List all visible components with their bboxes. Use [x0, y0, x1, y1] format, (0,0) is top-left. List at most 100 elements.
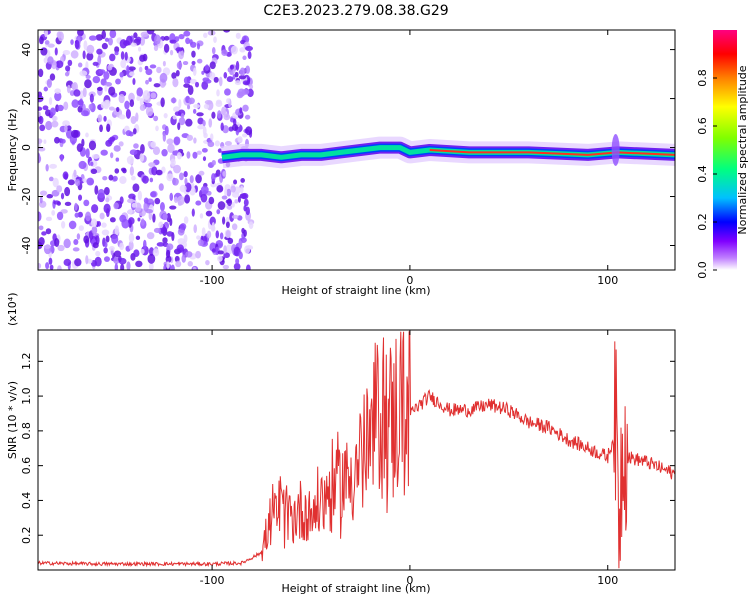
noise-blob — [60, 192, 65, 200]
noise-blob — [43, 139, 47, 144]
noise-blob — [101, 30, 106, 40]
noise-blob — [196, 235, 201, 240]
noise-blob — [179, 223, 187, 231]
noise-blob — [90, 161, 94, 167]
noise-blob — [203, 32, 208, 39]
noise-blob — [171, 72, 177, 79]
noise-blob — [38, 211, 42, 222]
y-tick-label: 1.2 — [20, 353, 33, 371]
noise-blob — [64, 124, 68, 133]
noise-blob — [146, 30, 155, 35]
noise-blob — [78, 194, 83, 201]
noise-blob — [128, 66, 136, 71]
noise-blob — [88, 103, 93, 110]
noise-blob — [226, 198, 233, 207]
noise-blob — [125, 35, 133, 46]
noise-blob — [106, 123, 111, 133]
noise-blob — [235, 60, 240, 71]
noise-blob — [113, 202, 119, 210]
noise-blob — [197, 239, 204, 247]
noise-blob — [166, 138, 174, 145]
noise-blob — [47, 56, 54, 65]
noise-blob — [156, 66, 162, 74]
noise-blob — [195, 174, 202, 184]
noise-blob — [109, 53, 116, 62]
noise-blob — [150, 141, 157, 149]
colorbar-tick-label: 0.6 — [696, 117, 709, 135]
noise-blob — [245, 65, 251, 74]
noise-blob — [85, 211, 92, 222]
noise-blob — [218, 76, 223, 87]
noise-blob — [234, 71, 239, 78]
noise-blob — [83, 40, 88, 51]
noise-blob — [89, 93, 94, 103]
noise-blob — [91, 154, 100, 159]
noise-blob — [177, 200, 182, 206]
noise-blob — [192, 151, 198, 159]
noise-blob — [162, 237, 168, 244]
noise-blob — [45, 228, 52, 235]
noise-blob — [108, 37, 113, 46]
noise-blob — [184, 177, 188, 185]
colorbar: 0.0 0.2 0.4 0.6 0.8 Normalized spectral ampl… — [696, 30, 749, 279]
noise-blob — [128, 92, 135, 102]
noise-blob — [65, 65, 71, 72]
noise-blob — [195, 200, 202, 206]
noise-blob — [227, 237, 234, 244]
noise-blob — [128, 240, 134, 251]
noise-blob — [45, 120, 53, 131]
noise-blob — [49, 264, 54, 270]
noise-blob — [169, 49, 174, 56]
noise-blob — [82, 50, 86, 60]
noise-blob — [96, 221, 101, 227]
noise-blob — [158, 221, 164, 229]
noise-blob — [104, 241, 108, 248]
noise-blob — [62, 171, 69, 180]
noise-blob — [163, 113, 168, 119]
y-tick-label: -20 — [20, 188, 33, 206]
noise-blob — [195, 81, 200, 88]
noise-blob — [105, 99, 111, 108]
noise-blob — [129, 99, 135, 107]
noise-blob — [193, 224, 197, 234]
x-tick-label: 100 — [597, 274, 618, 287]
noise-blob — [238, 75, 247, 80]
spectrogram-frame — [37, 29, 676, 271]
noise-blob — [223, 72, 228, 79]
noise-blob — [54, 47, 58, 56]
noise-blob — [217, 148, 223, 153]
noise-blob — [197, 124, 205, 130]
noise-blob — [63, 101, 69, 111]
noise-blob — [193, 137, 197, 144]
spectrogram-x-axis-label: Height of straight line (km) — [281, 284, 430, 297]
noise-blob — [126, 155, 134, 165]
noise-blob — [61, 220, 66, 229]
noise-blob — [238, 240, 243, 249]
noise-blob — [110, 152, 114, 159]
noise-blob — [74, 202, 78, 211]
noise-blob — [51, 120, 59, 128]
noise-blob — [140, 248, 145, 254]
noise-blob — [210, 181, 217, 188]
noise-blob — [66, 84, 71, 94]
noise-blob — [38, 142, 42, 148]
noise-blob — [86, 52, 94, 61]
noise-blob — [109, 30, 117, 39]
noise-blob — [54, 238, 60, 247]
noise-blob — [201, 70, 205, 75]
noise-blob — [197, 117, 204, 125]
noise-blob — [169, 192, 174, 201]
noise-blob — [120, 263, 125, 270]
noise-blob — [119, 242, 125, 251]
snr-axes: -100 0 100 0.2 0.4 0.6 0.8 1.0 1.2 — [20, 330, 675, 587]
noise-blob — [178, 34, 185, 40]
noise-blob — [130, 42, 137, 47]
noise-blob — [38, 153, 41, 163]
noise-blob — [176, 61, 183, 70]
noise-blob — [38, 225, 44, 231]
noise-blob — [243, 205, 247, 212]
noise-blob — [148, 247, 155, 256]
noise-blob — [127, 198, 135, 204]
noise-blob — [154, 197, 161, 205]
snr-line — [38, 331, 675, 569]
